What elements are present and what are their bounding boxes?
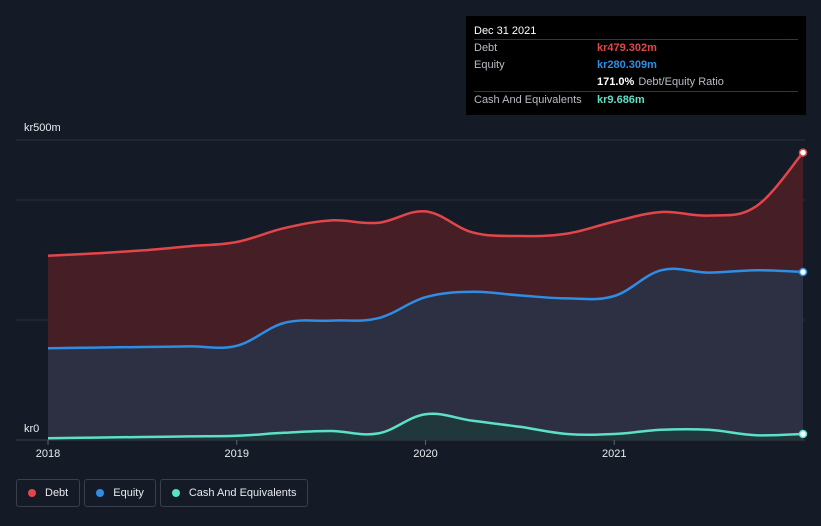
endpoint-equity bbox=[798, 267, 808, 277]
endpoint-cash-and-equivalents bbox=[798, 429, 808, 439]
tooltip-date: Dec 31 2021 bbox=[474, 25, 537, 37]
tooltip-ratio-label: Debt/Equity Ratio bbox=[638, 76, 724, 88]
legend: Debt Equity Cash And Equivalents bbox=[16, 479, 309, 507]
line-equity bbox=[47, 267, 804, 350]
y-label-bottom: kr0 bbox=[24, 423, 39, 435]
tooltip-row-ratio: 171.0% Debt/Equity Ratio bbox=[474, 74, 798, 91]
line-debt bbox=[47, 151, 804, 258]
tooltip-ratio-label-spacer bbox=[474, 74, 597, 91]
tooltip-equity-label: Equity bbox=[474, 59, 505, 71]
x-tick-label-2018: 2018 bbox=[36, 448, 60, 460]
legend-item-debt[interactable]: Debt bbox=[16, 479, 81, 507]
debt-equity-chart: kr500m kr0 2018 2019 2020 2021 bbox=[16, 122, 808, 460]
legend-label-debt: Debt bbox=[45, 487, 69, 499]
endpoint-debt bbox=[798, 148, 808, 157]
x-tick-label-2020: 2020 bbox=[413, 448, 437, 460]
tooltip-debt-value: kr479.302m bbox=[597, 42, 657, 54]
legend-item-equity[interactable]: Equity bbox=[84, 479, 156, 507]
tooltip-ratio-value: 171.0% bbox=[597, 76, 635, 88]
tooltip-row-debt: Debt kr479.302m bbox=[474, 39, 798, 57]
tooltip-equity-value: kr280.309m bbox=[597, 59, 657, 71]
tooltip-debt-label: Debt bbox=[474, 42, 498, 54]
line-cash-and-equivalents bbox=[47, 412, 804, 440]
legend-label-cash: Cash And Equivalents bbox=[188, 487, 297, 499]
area-cash-and-equivalents bbox=[48, 413, 803, 440]
legend-dot-debt bbox=[28, 489, 36, 497]
y-label-top: kr500m bbox=[24, 122, 61, 134]
tooltip-row-equity: Equity kr280.309m bbox=[474, 57, 798, 74]
legend-label-equity: Equity bbox=[113, 487, 144, 499]
tooltip-cash-label: Cash And Equivalents bbox=[474, 94, 582, 106]
tooltip: Dec 31 2021 Debt kr479.302m Equity kr280… bbox=[466, 16, 806, 115]
legend-dot-cash bbox=[171, 489, 180, 497]
area-equity bbox=[48, 268, 803, 440]
tooltip-cash-value: kr9.686m bbox=[597, 94, 645, 106]
legend-item-cash[interactable]: Cash And Equivalents bbox=[159, 479, 309, 507]
x-tick-label-2019: 2019 bbox=[225, 448, 249, 460]
x-tick-label-2021: 2021 bbox=[602, 448, 626, 460]
legend-dot-equity bbox=[96, 489, 105, 497]
tooltip-row-cash: Cash And Equivalents kr9.686m bbox=[474, 91, 798, 109]
